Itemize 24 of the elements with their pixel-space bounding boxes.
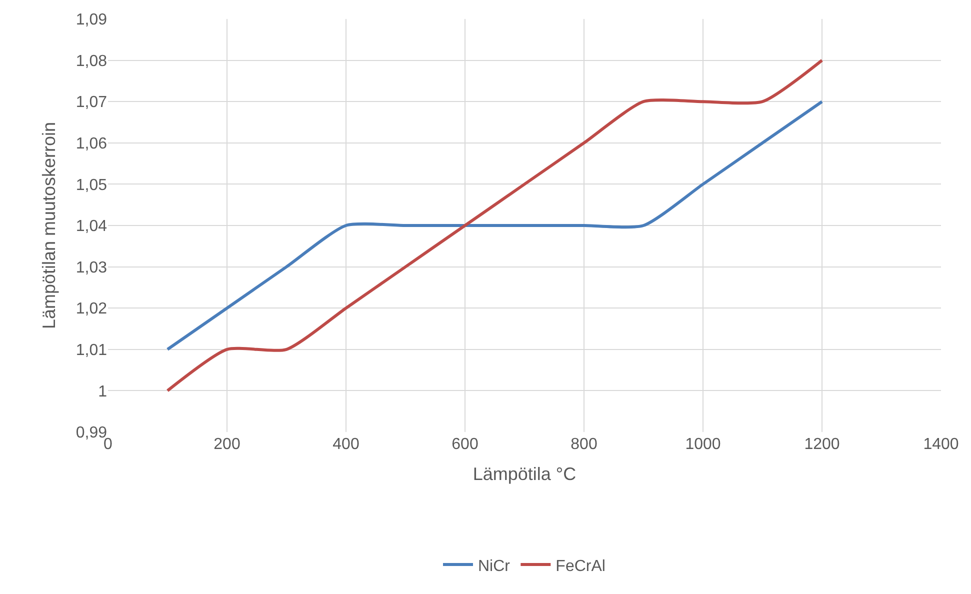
y-tick-label: 1,08 (76, 52, 108, 70)
y-tick-label: 1,01 (76, 342, 108, 359)
y-tick-label: 1 (98, 383, 108, 400)
y-tick-label: 1,03 (76, 259, 108, 276)
y-tick-label: 1,05 (76, 176, 108, 194)
line-series (166, 100, 824, 351)
y-tick-label: 1,07 (76, 94, 108, 112)
x-tick-label: 400 (332, 436, 360, 453)
y-tick-label: 1,04 (76, 218, 108, 236)
y-tick-label: 1,02 (76, 300, 108, 318)
x-tick-label: 1200 (804, 436, 840, 453)
x-tick-label: 0 (104, 436, 113, 453)
x-tick-label: 800 (570, 436, 598, 453)
legend-label: NiCr (478, 558, 511, 575)
legend-label: FeCrAl (556, 558, 606, 575)
x-tick-label: 200 (214, 436, 240, 453)
y-tick-label: 1,09 (76, 12, 108, 29)
x-tick-label: 1400 (923, 436, 959, 453)
x-tick-label: 1000 (685, 436, 721, 453)
y-axis-title: Lämpötilan muutoskerroin (39, 122, 60, 330)
x-tick-label: 600 (452, 436, 478, 453)
line-series (166, 58, 824, 392)
x-axis-title: Lämpötila °C (472, 464, 576, 484)
y-tick-label: 1,06 (76, 136, 108, 152)
